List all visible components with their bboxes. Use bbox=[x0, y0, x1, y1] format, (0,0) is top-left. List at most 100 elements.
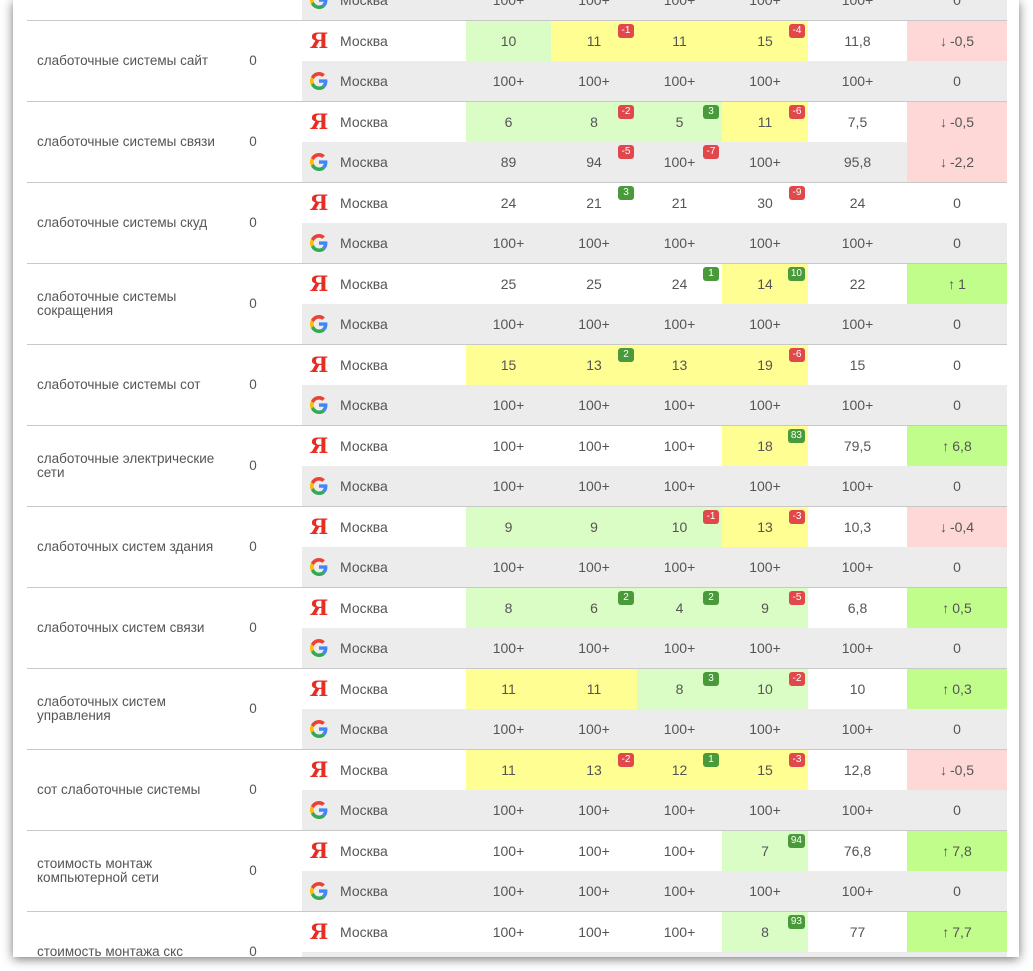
yandex-position-row: Я Москва 100+ 100+ 100+ 18 83 79,5 ↑ 6,8 bbox=[302, 425, 1007, 466]
change-badge: -3 bbox=[789, 510, 805, 524]
region-label: Москва bbox=[340, 478, 388, 494]
keyword-text: слаботочных систем связи bbox=[37, 620, 205, 635]
position-delta: 0 bbox=[907, 790, 1007, 830]
keyword-text: слаботочные системы связи bbox=[37, 134, 215, 149]
position-cell: 21 3 bbox=[551, 183, 637, 223]
google-position-row: Москва 100+ 100+ 100+ 100+ 100+ 0 bbox=[302, 790, 1007, 830]
position-cell: 100+ bbox=[637, 385, 722, 425]
average-position: 77 bbox=[849, 924, 866, 940]
position-value: 21 bbox=[586, 195, 602, 211]
yandex-icon: Я bbox=[309, 352, 329, 377]
change-badge: -1 bbox=[618, 24, 634, 38]
position-value: 100+ bbox=[663, 640, 696, 656]
position-cell: 100+ bbox=[551, 304, 637, 344]
position-value: 100+ bbox=[663, 559, 696, 575]
average-position: 100+ bbox=[841, 478, 874, 494]
position-cell: 100+ bbox=[722, 952, 808, 957]
position-value: 9 bbox=[504, 519, 513, 535]
position-cell: 100+ bbox=[466, 952, 551, 957]
change-badge: -2 bbox=[618, 105, 634, 119]
position-cell: 25 bbox=[551, 264, 637, 304]
change-badge: 2 bbox=[618, 591, 634, 605]
position-value: 8 bbox=[504, 600, 513, 616]
delta-value: 0 bbox=[953, 640, 961, 656]
position-cell: 100+ bbox=[637, 709, 722, 749]
position-cell: 100+ bbox=[466, 628, 551, 668]
position-cell: 100+ bbox=[551, 385, 637, 425]
position-value: 100+ bbox=[663, 0, 696, 8]
keyword-cell: слаботочные системы скуд bbox=[27, 182, 302, 263]
position-value: 100+ bbox=[749, 478, 781, 494]
yandex-icon: Я bbox=[309, 190, 329, 215]
average-position: 100+ bbox=[841, 316, 874, 332]
position-value: 100+ bbox=[663, 802, 696, 818]
position-cell: 100+ -7 bbox=[637, 142, 722, 182]
position-value: 24 bbox=[671, 276, 688, 292]
delta-value: -0,5 bbox=[949, 33, 975, 49]
keyword-cell: слаботочные системы связи bbox=[27, 101, 302, 182]
region-label: Москва bbox=[340, 114, 388, 130]
average-position: 100+ bbox=[841, 883, 874, 899]
position-value: 8 bbox=[761, 924, 769, 940]
position-cell: 100+ bbox=[637, 61, 722, 101]
arrow-down-icon: ↓ bbox=[939, 114, 947, 130]
position-cell: 100+ bbox=[551, 0, 637, 20]
position-delta: 0 bbox=[907, 385, 1007, 425]
position-value: 100+ bbox=[578, 721, 610, 737]
position-cell: 24 1 bbox=[637, 264, 722, 304]
position-value: 13 bbox=[757, 519, 773, 535]
position-value: 14 bbox=[757, 276, 773, 292]
position-value: 11 bbox=[586, 681, 602, 697]
position-cell: 100+ bbox=[722, 385, 808, 425]
region-label: Москва bbox=[340, 235, 388, 251]
change-badge: 2 bbox=[703, 591, 719, 605]
delta-value: 7,7 bbox=[952, 924, 972, 940]
position-value: 100+ bbox=[578, 802, 610, 818]
position-value: 100+ bbox=[749, 73, 781, 89]
position-cell: 15 bbox=[466, 345, 551, 385]
position-cell: 100+ bbox=[637, 466, 722, 506]
position-value: 100+ bbox=[578, 883, 610, 899]
table-row: стоимость монтаж компьютерной сети 0 Я Мо… bbox=[13, 830, 1019, 911]
position-cell: 100+ bbox=[637, 0, 722, 20]
region-label: Москва bbox=[340, 519, 388, 535]
keyword-text: сот слаботочные системы bbox=[37, 782, 201, 797]
position-cell: 100+ bbox=[637, 426, 722, 466]
delta-value: 0 bbox=[953, 397, 961, 413]
region-label: Москва bbox=[340, 316, 388, 332]
google-icon bbox=[302, 952, 336, 957]
google-icon bbox=[302, 466, 336, 506]
position-cell: 100+ bbox=[551, 790, 637, 830]
keyword-cell: стоимость монтажа скс bbox=[27, 911, 302, 957]
position-delta: ↓ -0,4 bbox=[907, 507, 1007, 547]
position-delta: 0 bbox=[907, 61, 1007, 101]
position-value: 100+ bbox=[578, 316, 610, 332]
position-cell: 100+ bbox=[466, 223, 551, 263]
delta-value: 0 bbox=[953, 802, 961, 818]
region-label: Москва bbox=[336, 952, 470, 957]
position-cell: 100+ bbox=[722, 142, 808, 182]
google-icon bbox=[302, 0, 336, 20]
change-badge: -4 bbox=[789, 24, 805, 38]
yandex-position-row: Я Москва 10 11 -1 11 15 -4 11,8 ↓ -0,5 bbox=[302, 20, 1007, 61]
position-cell: 9 -5 bbox=[722, 588, 808, 628]
table-body: слаботочные системы безопасности 0 ЯМоск… bbox=[13, 0, 1019, 957]
position-cell: 15 -3 bbox=[722, 750, 808, 790]
position-cell: 100+ bbox=[722, 61, 808, 101]
yandex-icon: Я bbox=[309, 514, 329, 539]
arrow-down-icon: ↓ bbox=[939, 33, 947, 49]
position-cell: 100+ bbox=[466, 304, 551, 344]
keyword-text: слаботочные системы сайт bbox=[37, 53, 209, 68]
average-position: 22 bbox=[849, 276, 866, 292]
position-value: 100+ bbox=[578, 478, 610, 494]
position-cell: 100+ bbox=[637, 952, 722, 957]
position-value: 100+ bbox=[492, 316, 525, 332]
position-cell: 100+ bbox=[637, 790, 722, 830]
position-value: 100+ bbox=[492, 438, 525, 454]
position-value: 100+ bbox=[663, 883, 696, 899]
position-delta: ↑ 7,7 bbox=[907, 912, 1007, 952]
position-cell: 100+ bbox=[466, 61, 551, 101]
arrow-down-icon: ↓ bbox=[939, 762, 947, 778]
position-value: 11 bbox=[672, 33, 687, 49]
